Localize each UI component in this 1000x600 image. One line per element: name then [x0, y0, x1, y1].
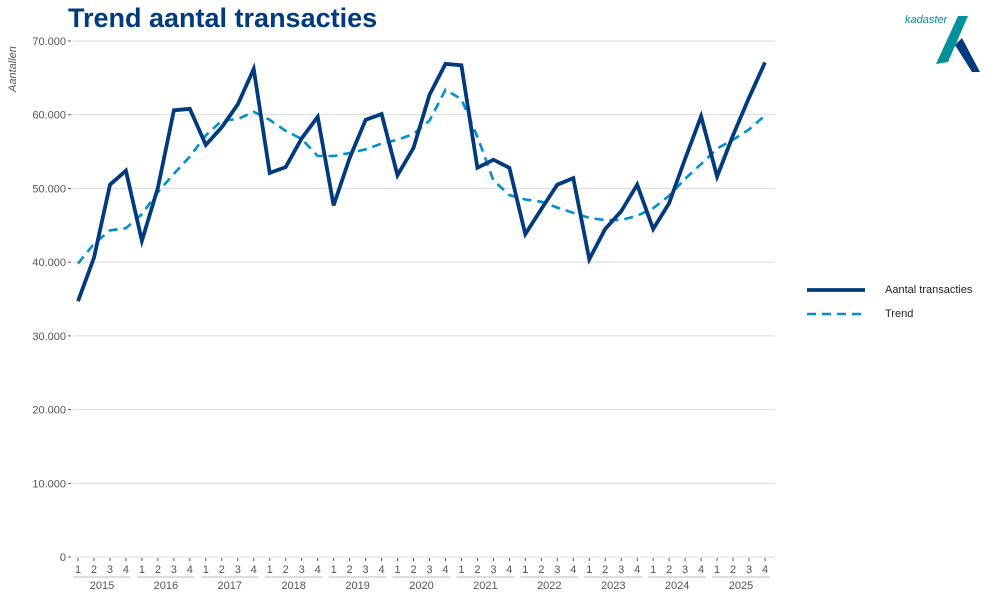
y-axis-label: Aantallen: [7, 46, 19, 93]
svg-text:kadaster: kadaster: [905, 14, 949, 26]
x-tick-quarter: 2: [91, 564, 97, 576]
x-tick-quarter: 4: [187, 564, 193, 576]
series-aantal-transacties: [76, 61, 767, 302]
x-tick-quarter: 3: [746, 564, 752, 576]
x-tick-year: 2018: [281, 580, 305, 592]
y-tick-label: 70.000: [32, 36, 66, 48]
x-tick-quarter: 4: [762, 564, 768, 576]
y-tick-label: 10.000: [32, 478, 66, 490]
x-tick-quarter: 3: [682, 564, 688, 576]
x-tick-quarter: 1: [203, 564, 209, 576]
x-tick-quarter: 2: [538, 564, 544, 576]
x-tick-quarter: 3: [235, 564, 241, 576]
legend-item-aantal: Aantal transacties: [805, 278, 972, 302]
x-tick-quarter: 3: [363, 564, 369, 576]
x-tick-year: 2017: [218, 580, 242, 592]
x-tick-quarter: 4: [634, 564, 640, 576]
legend-label: Aantal transacties: [885, 284, 973, 296]
x-tick-quarter: 1: [139, 564, 145, 576]
x-tick-quarter: 2: [283, 564, 289, 576]
x-tick-quarter: 2: [410, 564, 416, 576]
x-tick-quarter: 2: [602, 564, 608, 576]
x-tick-quarter: 2: [347, 564, 353, 576]
x-tick-quarter: 2: [474, 564, 480, 576]
x-tick-quarter: 3: [107, 564, 113, 576]
x-tick-year: 2019: [345, 580, 369, 592]
x-tick-quarter: 4: [123, 564, 129, 576]
x-tick-quarter: 1: [75, 564, 81, 576]
x-tick-year: 2023: [601, 580, 625, 592]
x-tick-quarter: 2: [730, 564, 736, 576]
x-tick-quarter: 3: [554, 564, 560, 576]
y-tick-label: 60.000: [32, 110, 66, 122]
x-tick-quarter: 4: [698, 564, 704, 576]
x-tick-year: 2025: [729, 580, 753, 592]
x-tick-year: 2015: [90, 580, 114, 592]
x-tick-year: 2020: [409, 580, 433, 592]
x-tick-year: 2022: [537, 580, 561, 592]
x-tick-quarter: 4: [251, 564, 257, 576]
x-tick-quarter: 1: [586, 564, 592, 576]
x-tick-quarter: 4: [315, 564, 321, 576]
x-tick-quarter: 3: [618, 564, 624, 576]
legend-item-trend: Trend: [805, 302, 972, 326]
x-tick-year: 2024: [665, 580, 689, 592]
chart-title: Trend aantal transacties: [68, 3, 378, 33]
x-tick-quarter: 2: [666, 564, 672, 576]
y-tick-label: 50.000: [32, 183, 66, 195]
x-tick-quarter: 4: [378, 564, 384, 576]
x-tick-quarter: 4: [506, 564, 512, 576]
x-tick-quarter: 1: [650, 564, 656, 576]
x-tick-quarter: 2: [219, 564, 225, 576]
x-tick-quarter: 1: [331, 564, 337, 576]
x-tick-quarter: 1: [458, 564, 464, 576]
x-tick-quarter: 3: [171, 564, 177, 576]
x-tick-quarter: 1: [394, 564, 400, 576]
x-tick-quarter: 3: [426, 564, 432, 576]
y-tick-label: 30.000: [32, 331, 66, 343]
legend-label: Trend: [885, 308, 914, 320]
x-tick-quarter: 4: [570, 564, 576, 576]
kadaster-logo: kadaster: [900, 10, 990, 75]
x-tick-quarter: 4: [442, 564, 448, 576]
legend: Aantal transacties Trend: [805, 278, 972, 326]
x-tick-year: 2021: [473, 580, 497, 592]
x-tick-quarter: 1: [714, 564, 720, 576]
y-tick-label: 40.000: [32, 257, 66, 269]
y-tick-label: 0: [60, 552, 66, 564]
x-tick-quarter: 3: [299, 564, 305, 576]
y-tick-label: 20.000: [32, 405, 66, 417]
x-tick-quarter: 3: [490, 564, 496, 576]
x-tick-year: 2016: [154, 580, 178, 592]
x-tick-quarter: 2: [155, 564, 161, 576]
x-tick-quarter: 1: [522, 564, 528, 576]
x-tick-quarter: 1: [267, 564, 273, 576]
